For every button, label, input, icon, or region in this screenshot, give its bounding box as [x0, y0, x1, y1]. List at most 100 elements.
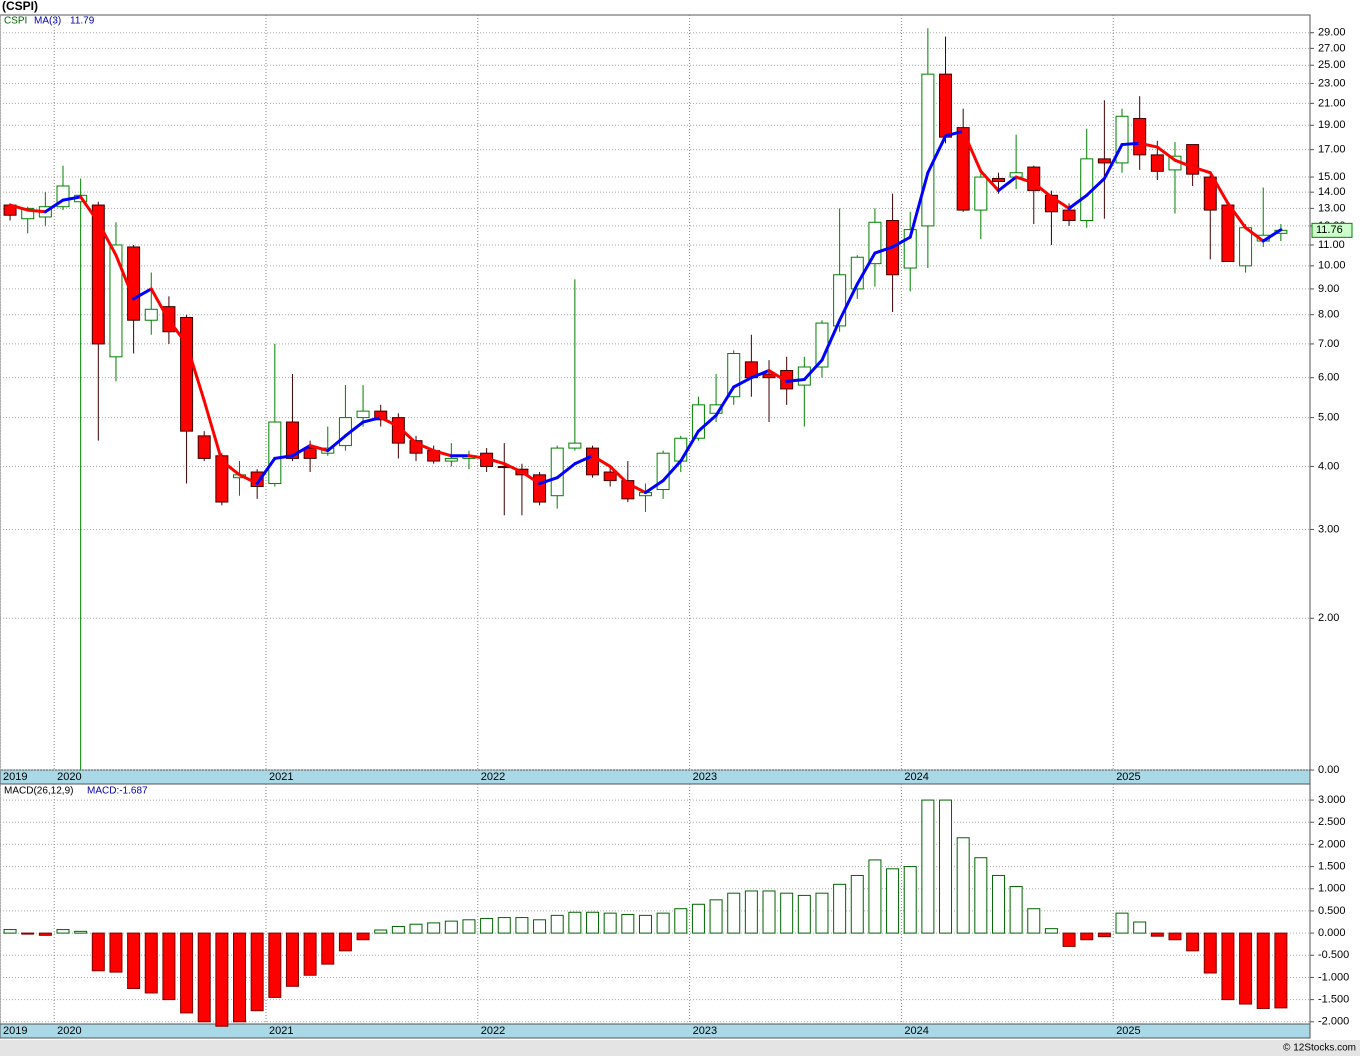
candle-body — [550, 447, 564, 497]
x-tick-label: 2021 — [269, 1025, 293, 1037]
ma-line — [1032, 181, 1053, 199]
ma-line — [1226, 201, 1248, 230]
y-tick-label: 4.00 — [1318, 460, 1339, 472]
ma-line — [926, 134, 948, 175]
candle-body — [1203, 176, 1217, 211]
macd-bar — [515, 917, 529, 934]
ma-line — [944, 129, 965, 138]
macd-bar — [1097, 932, 1111, 938]
ma-line — [43, 198, 65, 214]
macd-bar — [391, 925, 405, 934]
ma-line — [979, 169, 1000, 193]
y-tick-label: 3.00 — [1318, 523, 1339, 535]
macd-bar — [1168, 932, 1182, 941]
ma-line — [785, 378, 806, 383]
y-tick-label: 17.00 — [1318, 144, 1346, 156]
legend-ma: MA(3) — [34, 16, 61, 27]
y-tick-label: 27.00 — [1318, 42, 1346, 54]
ma-line — [1067, 193, 1089, 210]
macd-bar — [38, 932, 52, 936]
macd-bar — [74, 930, 88, 934]
y-tick-label: 29.00 — [1318, 27, 1346, 39]
macd-bar — [1221, 932, 1235, 1001]
candle-body — [1062, 209, 1076, 222]
ma-line — [185, 342, 206, 403]
y-tick-label: 5.00 — [1318, 412, 1339, 424]
ma-line — [79, 195, 100, 224]
candle-body — [568, 442, 582, 449]
ma-line — [573, 454, 595, 466]
candle-body — [586, 447, 600, 476]
ma-line — [1049, 195, 1071, 210]
ma-line — [626, 482, 647, 495]
y-tick-label: 23.00 — [1318, 77, 1346, 89]
y-tick-label: 21.00 — [1318, 97, 1346, 109]
y-tick-label: -2.000 — [1318, 1016, 1349, 1028]
ma-line — [1102, 143, 1124, 181]
macd-bar — [215, 932, 229, 1027]
macd-bar — [321, 932, 335, 965]
macd-bar — [674, 908, 688, 934]
ma-line — [891, 235, 912, 249]
y-tick-label: -1.500 — [1318, 994, 1349, 1006]
ma-line — [326, 434, 347, 453]
candle-body — [91, 204, 105, 345]
candle-body — [921, 73, 935, 227]
macd-bar — [427, 922, 441, 934]
macd-bar — [3, 929, 17, 934]
macd-bar — [444, 920, 458, 934]
macd-bar — [744, 890, 758, 934]
macd-bar — [1186, 932, 1200, 952]
macd-bar — [956, 837, 970, 934]
ma-line — [61, 195, 83, 202]
chart-title: (CSPI) — [2, 0, 38, 13]
macd-bar — [974, 857, 988, 934]
candle-body — [21, 207, 35, 220]
macd-bar — [603, 912, 617, 934]
candle-body — [109, 244, 123, 358]
ma-line — [432, 449, 453, 458]
ma-line — [167, 318, 189, 346]
ma-line — [414, 441, 436, 453]
y-tick-label: 15.00 — [1318, 171, 1346, 183]
macd-bar — [533, 919, 547, 934]
ma-line — [396, 425, 418, 445]
macd-bar — [886, 868, 900, 934]
x-tick-label: 2019 — [3, 1025, 27, 1037]
candle-body — [374, 410, 388, 421]
ma-line — [1014, 175, 1036, 185]
x-tick-label: 2022 — [481, 771, 505, 783]
ma-line — [132, 287, 153, 301]
candle-body — [727, 353, 741, 398]
ma-line — [96, 220, 118, 257]
ma-line — [1155, 145, 1177, 162]
x-tick-label: 2021 — [269, 771, 293, 783]
macd-bar — [1274, 932, 1288, 1009]
y-tick-label: 19.00 — [1318, 119, 1346, 131]
candle-body — [1133, 117, 1147, 156]
x-tick-label: 2023 — [693, 771, 717, 783]
ma-line — [679, 429, 700, 463]
ma-line — [1138, 141, 1159, 149]
macd-bar — [903, 866, 917, 934]
y-tick-label: 8.00 — [1318, 309, 1339, 321]
x-axis-bar — [0, 769, 1311, 785]
footer: © 12Stocks.com — [1283, 1043, 1356, 1054]
ma-line — [1120, 141, 1142, 147]
ma-line — [238, 473, 259, 486]
y-tick-label: 7.00 — [1318, 338, 1339, 350]
ma-line — [643, 479, 665, 495]
candle-body — [444, 457, 458, 462]
macd-bar — [127, 932, 141, 990]
ma-line — [996, 175, 1018, 193]
candle-body — [356, 410, 370, 419]
ma-line — [520, 470, 542, 486]
macd-bar — [233, 932, 247, 1023]
x-axis-bar — [0, 1023, 1311, 1039]
macd-bar — [939, 799, 953, 934]
macd-bar — [109, 932, 123, 973]
macd-value: MACD:-1.687 — [87, 786, 148, 797]
